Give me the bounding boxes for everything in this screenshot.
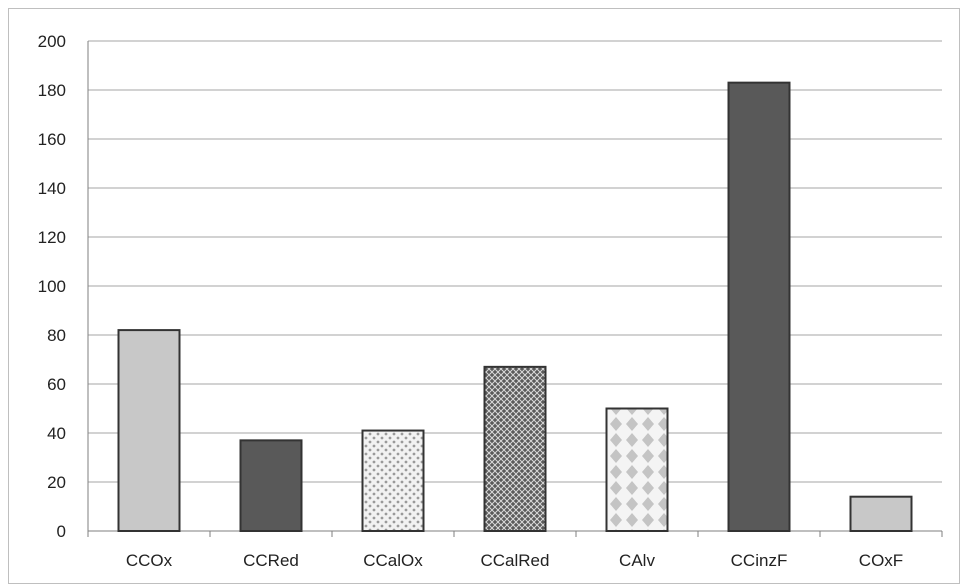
x-tick-label-ccinzf: CCinzF	[731, 551, 788, 570]
bar-ccred	[239, 439, 303, 533]
bar-ccox	[117, 329, 181, 532]
y-tick-label-180: 180	[38, 81, 66, 100]
bars	[117, 81, 913, 533]
x-tick-label-ccalred: CCalRed	[481, 551, 550, 570]
x-tick-label-ccred: CCRed	[243, 551, 299, 570]
bar-ccalox	[361, 429, 425, 532]
y-tick-label-140: 140	[38, 179, 66, 198]
x-tick-label-coxf: COxF	[859, 551, 903, 570]
y-tick-label-120: 120	[38, 228, 66, 247]
y-tick-label-200: 200	[38, 32, 66, 51]
y-tick-label-80: 80	[47, 326, 66, 345]
bar-coxf	[849, 495, 913, 533]
x-tick-label-ccalox: CCalOx	[363, 551, 423, 570]
y-tick-label-100: 100	[38, 277, 66, 296]
x-tick-label-calv: CAlv	[619, 551, 655, 570]
y-tick-labels: 0 20 40 60 80 100 120 140 160 180 200	[38, 32, 66, 541]
y-tick-label-160: 160	[38, 130, 66, 149]
y-tick-label-40: 40	[47, 424, 66, 443]
bar-ccalred	[483, 365, 547, 532]
y-tick-label-20: 20	[47, 473, 66, 492]
x-tick-labels: CCOx CCRed CCalOx CCalRed CAlv CCinzF COxF	[126, 551, 903, 570]
gridlines	[88, 40, 942, 483]
x-tick-label-ccox: CCOx	[126, 551, 173, 570]
y-tick-label-0: 0	[57, 522, 66, 541]
bar-ccinzf	[727, 81, 791, 533]
bar-calv	[605, 407, 669, 532]
y-tick-label-60: 60	[47, 375, 66, 394]
